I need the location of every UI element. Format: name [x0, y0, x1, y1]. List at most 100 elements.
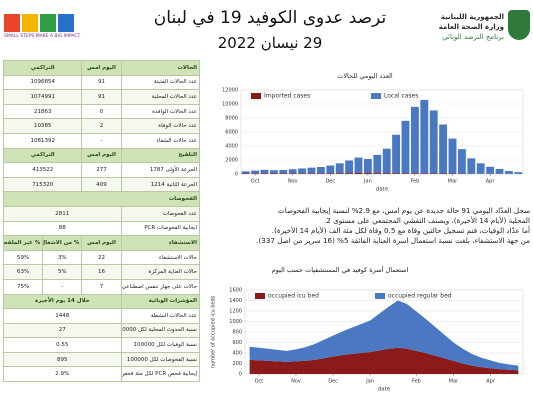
legend-label: occupied regular bed: [388, 293, 452, 300]
table-cell: 3%: [42, 249, 83, 266]
bar-segment: [354, 172, 363, 174]
table-row: ايجابية الفحوصات PCR 88: [3, 220, 201, 237]
bar-segment: [354, 157, 363, 173]
bar-segment: [495, 168, 504, 174]
bar-segment: [410, 106, 419, 174]
x-tick-label: Feb: [412, 379, 421, 385]
table-cell: 22: [81, 249, 122, 266]
table-cell: اليوم امس: [81, 147, 122, 164]
x-tick-label: Mar: [448, 179, 458, 185]
text-line: سجل العدّاد اليومي 91 حالة جديدة عن يوم …: [277, 206, 530, 215]
text-line: من جهة الاستشفاء، بلغت نسبة استعمال اسرة…: [256, 236, 530, 245]
y-tick-label: 8000: [225, 116, 238, 122]
bar-segment: [514, 172, 523, 174]
x-tick-label: Apr: [486, 179, 496, 185]
x-tick-label: Nov: [288, 179, 298, 185]
table-row: عدد الحالات المحلية 91 1074991: [2, 89, 201, 105]
table-cell: عدد حالات الشفاء: [120, 132, 201, 149]
table-cell: الفحوصات: [3, 191, 200, 207]
table-cell: 21863: [2, 103, 83, 120]
table-cell: الاستشفاء: [120, 235, 201, 251]
bar-segment: [241, 173, 250, 174]
y-tick-label: 1000: [229, 319, 242, 325]
table-header-row: الحالات اليوم امس التراكمي: [2, 60, 201, 76]
bar-segment: [476, 163, 485, 174]
table-cell: 715320: [2, 176, 83, 193]
table-cell: 91: [81, 89, 122, 105]
table-cell: 63%: [2, 264, 44, 280]
bar-segment: [448, 138, 457, 174]
bar-segment: [363, 173, 372, 174]
bar-segment: [260, 173, 269, 174]
x-tick-label: Feb: [410, 179, 419, 185]
bar-segment: [373, 173, 382, 174]
bar-segment: [279, 169, 288, 174]
table-cell: 0: [81, 103, 122, 120]
table-cell: نسبة الحدوث المحلية لكل 100000: [120, 322, 201, 339]
bar-segment: [439, 124, 448, 174]
table-cell: التلقيح: [120, 147, 201, 164]
table-row: عدد الحالات الوافدة 0 21863: [2, 103, 201, 120]
table-cell: حالات على جهاز تنفس اصطناعي: [120, 278, 201, 295]
legend-label: occupied icu bed: [268, 293, 319, 300]
bar-segment: [429, 173, 438, 174]
bar-segment: [504, 171, 513, 174]
table-cell: % غير الملقحين: [2, 235, 44, 251]
bar-segment: [288, 173, 297, 174]
x-axis-label: date: [376, 187, 389, 193]
y-tick-label: 600: [232, 340, 242, 346]
logo-line: الجمهورية اللبنانية: [440, 13, 504, 21]
bar-segment: [420, 99, 429, 174]
table-row: إيجابية فحص PCR لكل مئة فحص 2.9%: [3, 366, 201, 383]
table-cell: عدد الفحوصات: [120, 205, 201, 222]
legend-swatch: [375, 293, 385, 299]
table-cell: الجرعة الأولى 1787: [120, 162, 201, 178]
table-cell: ايجابية الفحوصات PCR: [120, 220, 201, 237]
y-tick-label: 200: [232, 361, 242, 367]
legend-label: Local cases: [384, 93, 418, 100]
table-cell: عدد الحالات النشطة: [120, 308, 201, 324]
chart2-title: استعمال أسرة كوفيد في المستشفيات حسب الي…: [271, 266, 409, 274]
table-cell: 27: [3, 322, 122, 339]
y-tick-label: 2000: [225, 158, 238, 164]
table-row: حالات العناية المركزة 16 5% 63%: [2, 264, 201, 280]
legend-label: Imported cases: [264, 93, 310, 100]
x-axis-label: date: [378, 387, 391, 393]
y-tick-label: 1200: [229, 309, 242, 315]
logo-line: برنامج الترصد الوبائي: [442, 33, 504, 41]
bar-segment: [392, 173, 401, 174]
table-header-row: التلقيح اليوم امس التراكمي: [2, 147, 201, 164]
logo-line: وزارة الصحة العامة: [438, 23, 504, 31]
x-tick-label: Dec: [325, 179, 335, 185]
table-cell: عدد الحالات المحلية: [120, 89, 201, 105]
table-cell: 409: [81, 176, 122, 193]
table-row: الجرعة الأولى 1787 277 413522: [2, 162, 201, 178]
bar-segment: [307, 167, 316, 174]
table-cell: 7: [81, 278, 122, 295]
table-row: نسبة الحدوث المحلية لكل 10000027: [3, 322, 201, 339]
bar-segment: [298, 168, 307, 174]
table-cell: 2.9%: [3, 366, 122, 383]
y-tick-label: 6000: [225, 130, 238, 136]
y-tick-label: 4000: [225, 144, 238, 150]
bar-segment: [382, 148, 391, 174]
summary-table: الحالات اليوم امس التراكمي عدد الحالات المث…: [2, 60, 201, 383]
chart-title: العدد اليومي للحالات: [337, 72, 393, 80]
cases-chart: العدد اليومي للحالات 0 2000 4000 6000 8000 100…: [222, 72, 524, 193]
table-cell: 413522: [2, 162, 83, 178]
table-cell: 1074991: [2, 89, 83, 105]
table-cell: 2811: [3, 205, 122, 222]
table-cell: 5%: [42, 264, 83, 280]
table-cell: 75%: [2, 278, 44, 295]
summary-text: سجل العدّاد اليومي 91 حالة جديدة عن يوم …: [208, 206, 530, 246]
beds-chart: 0 200 400 600 800 1000 1200 1400 1600 Oct Nov Dec Ja…: [211, 288, 524, 393]
table-cell: المؤشرات الوبائية: [120, 293, 201, 310]
table-cell: 1096854: [2, 74, 83, 91]
x-tick-label: Mar: [449, 379, 459, 385]
y-tick-label: 1600: [229, 288, 242, 294]
bar-segment: [335, 163, 344, 174]
y-axis-label: number of occupied icu beds: [211, 295, 217, 368]
left-logo: SMALL STEPS MAKE A BIG IMPACT: [4, 4, 82, 52]
bar-segment: [401, 173, 410, 174]
